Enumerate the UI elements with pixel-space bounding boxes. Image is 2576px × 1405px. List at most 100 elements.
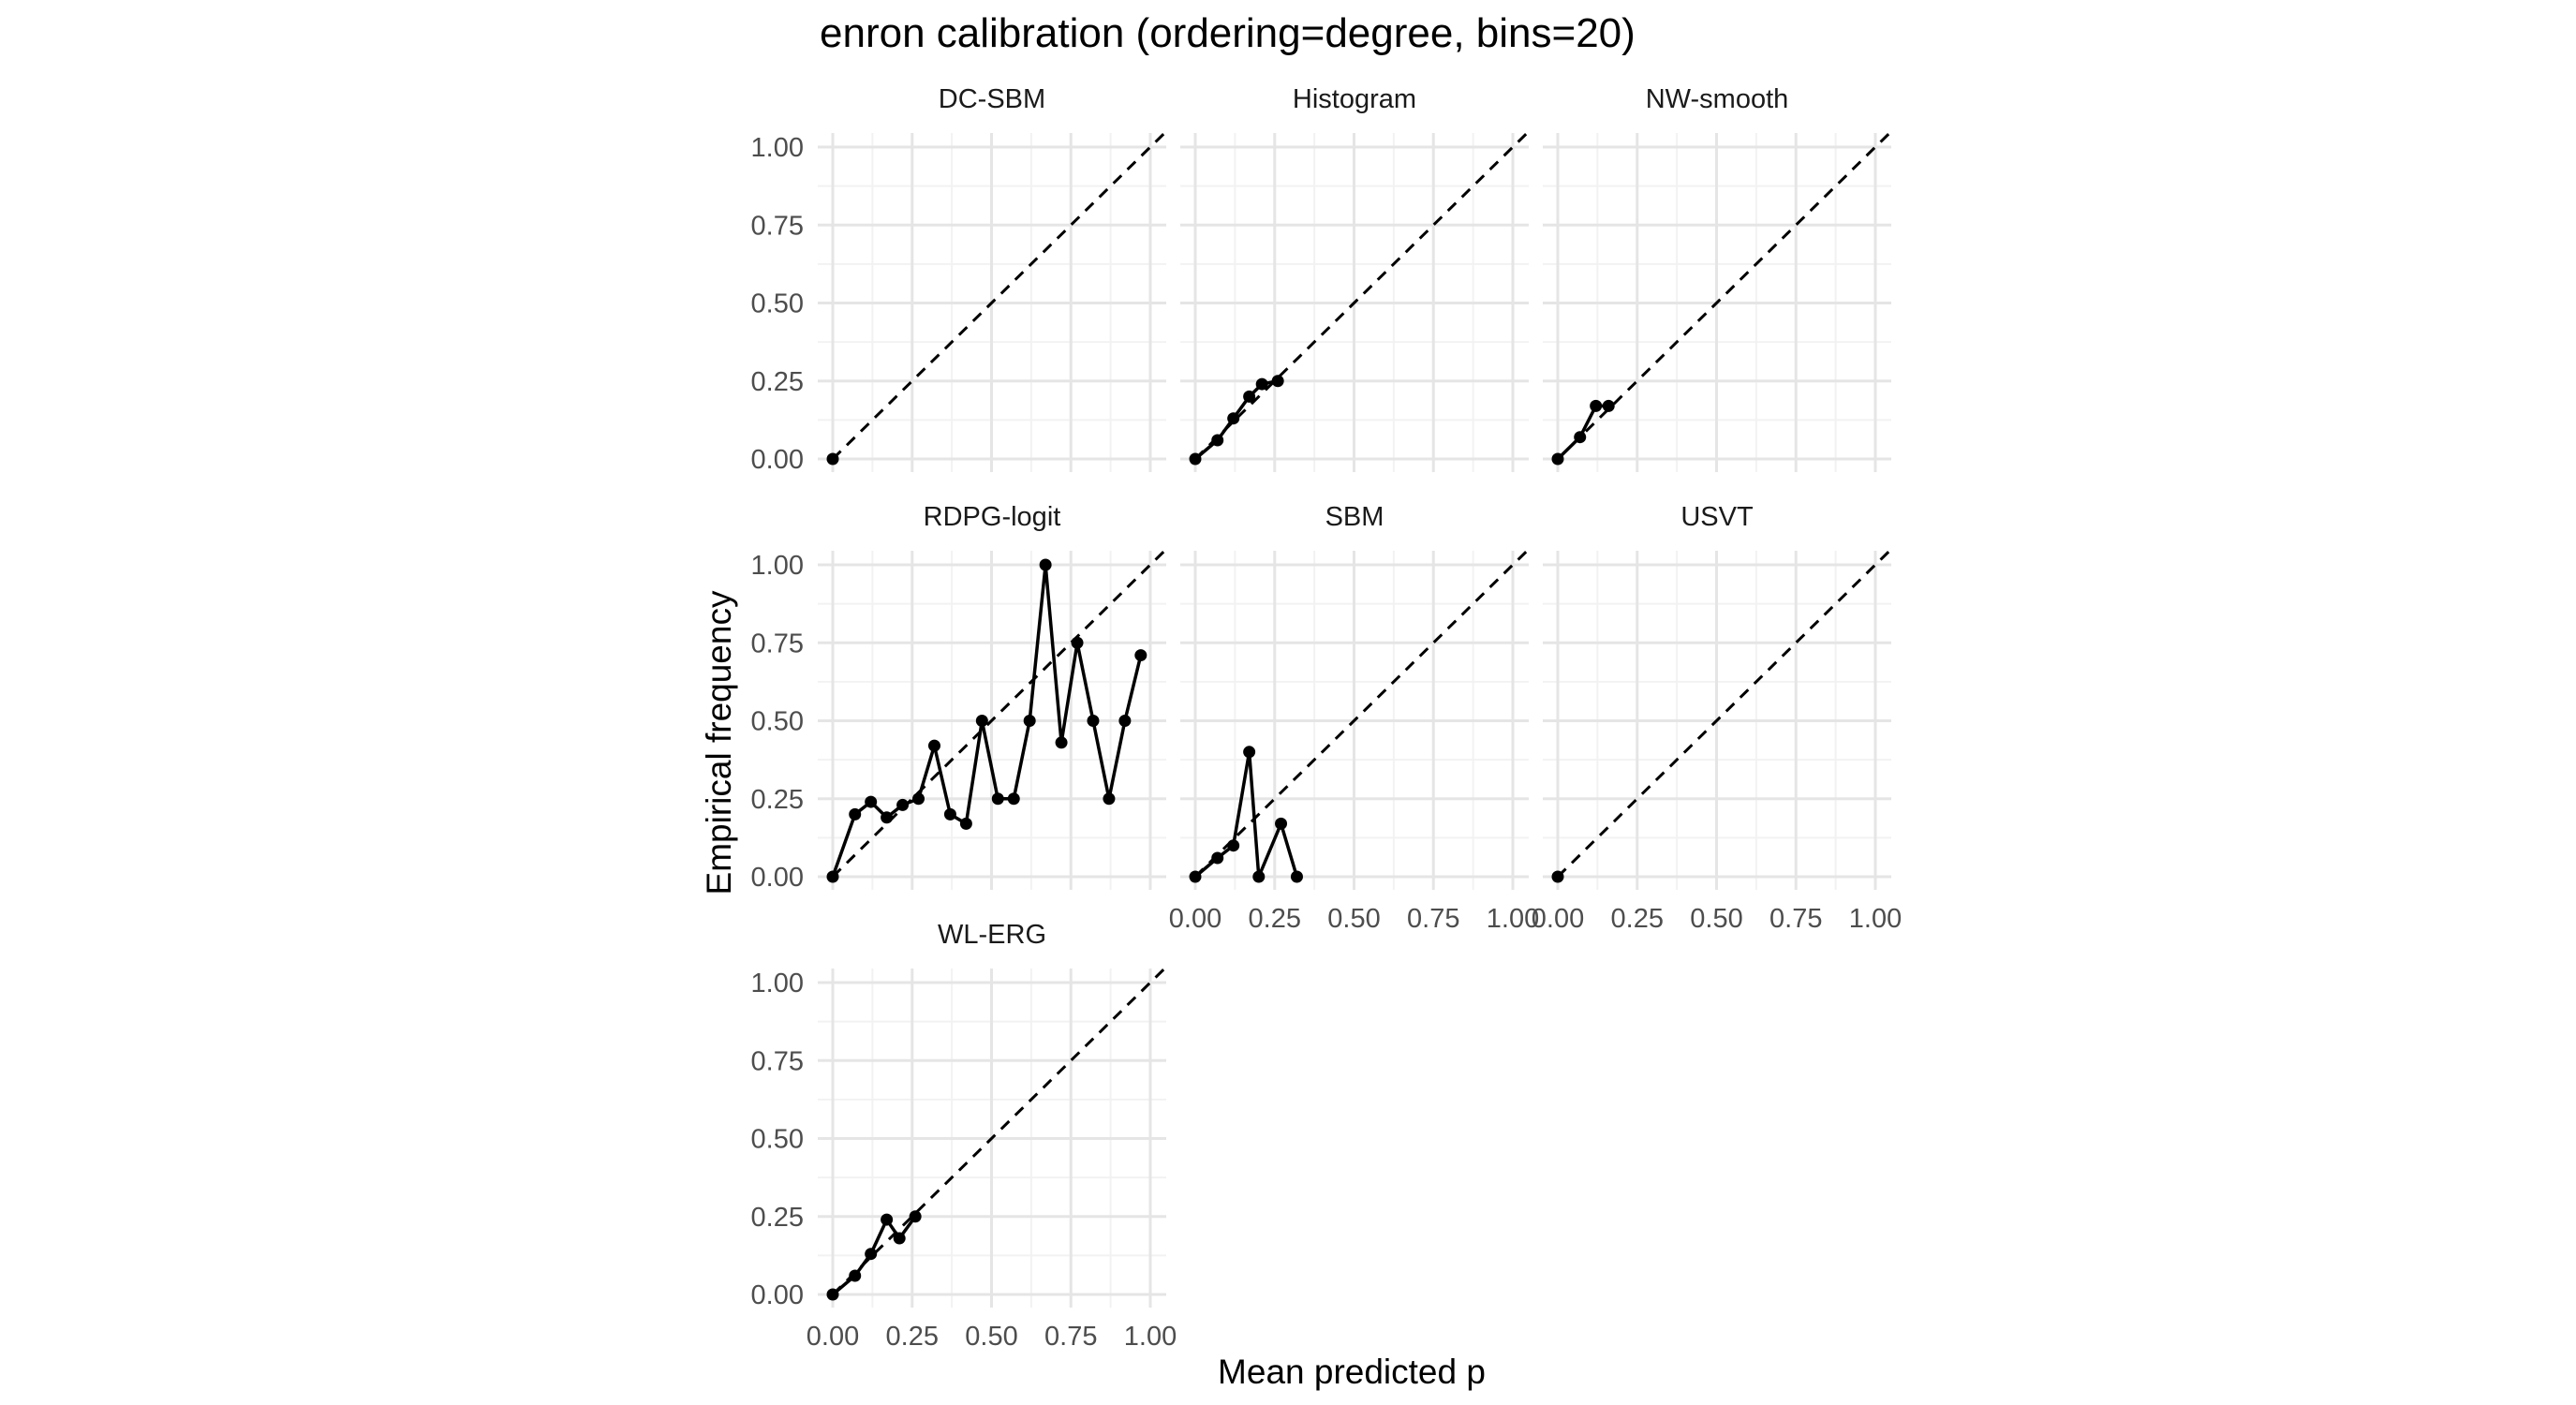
data-point [865,796,877,808]
data-point [827,871,839,883]
data-point [992,792,1004,805]
y-tick-label: 0.75 [751,211,804,241]
chart-title: enron calibration (ordering=degree, bins… [820,10,1636,56]
panel-title-sbm: SBM [1325,502,1384,532]
data-point [1190,453,1202,466]
data-point [1590,400,1602,412]
data-point [1118,715,1131,727]
x-axis-title: Mean predicted p [1218,1353,1486,1391]
x-tick-label: 0.50 [1690,904,1742,934]
data-point [1190,871,1202,883]
y-tick-label: 0.25 [751,1203,804,1233]
data-point [912,792,925,805]
panel-title-wl-erg: WL-ERG [938,920,1046,950]
y-tick-label: 0.00 [751,1280,804,1310]
data-point [1072,637,1084,649]
y-tick-label: 1.00 [751,551,804,581]
data-point [1087,715,1099,727]
data-point [1227,412,1239,424]
data-point [1024,715,1036,727]
panel-title-usvt: USVT [1680,502,1754,532]
x-tick-label: 0.00 [1169,904,1221,934]
y-axis-title: Empirical frequency [700,590,738,895]
reference-diagonal-line [833,131,1166,459]
data-point [1227,839,1239,851]
data-point [1040,559,1052,571]
y-tick-label: 0.50 [751,1125,804,1155]
data-point [1134,649,1147,661]
data-point [1211,852,1223,865]
data-point [827,1289,839,1301]
panel-title-rdpg-logit: RDPG-logit [924,502,1061,532]
y-tick-label: 0.00 [751,863,804,893]
x-tick-label: 0.75 [1769,904,1822,934]
data-point [1552,453,1564,466]
data-point [1056,736,1068,748]
data-point [1211,435,1223,447]
y-tick-label: 1.00 [751,969,804,998]
x-tick-label: 0.75 [1044,1322,1097,1352]
data-point [1603,400,1615,412]
reference-diagonal-line [833,549,1166,877]
data-point [1103,792,1115,805]
x-tick-label: 0.25 [886,1322,939,1352]
x-tick-label: 0.75 [1407,904,1459,934]
x-tick-label: 1.00 [1849,904,1902,934]
x-tick-label: 0.00 [807,1322,859,1352]
x-tick-label: 0.50 [965,1322,1017,1352]
data-point [894,1233,906,1245]
data-point [944,808,956,821]
data-point [1275,818,1287,830]
data-point [1243,746,1255,758]
data-point [849,808,861,821]
data-point [881,811,893,823]
calibration-line [1195,752,1296,877]
data-point [896,799,909,811]
reference-diagonal-line [1195,131,1529,459]
data-point [1243,391,1255,403]
y-tick-label: 0.75 [751,1046,804,1076]
panel-dc-sbm: DC-SBM 0.00 0.25 0.50 0.75 1.00 [751,84,1166,475]
panel-nw-smooth: NW-smooth [1543,84,1891,472]
data-point [849,1270,861,1282]
y-tick-label: 0.25 [751,785,804,815]
data-point [910,1210,922,1222]
data-point [1256,378,1268,391]
x-tick-label: 0.25 [1249,904,1301,934]
y-tick-label: 0.25 [751,367,804,397]
panel-title-nw-smooth: NW-smooth [1646,84,1789,114]
panel-sbm: SBM 0.00 0.25 0.50 0.75 1.00 [1169,502,1539,934]
reference-diagonal-line [1558,549,1891,877]
y-tick-label: 0.00 [751,445,804,475]
reference-diagonal-line [1195,549,1529,877]
y-tick-label: 0.50 [751,289,804,319]
x-tick-label: 1.00 [1124,1322,1177,1352]
data-point [976,715,988,727]
reference-diagonal-line [833,967,1166,1294]
y-tick-label: 0.75 [751,629,804,658]
panel-title-histogram: Histogram [1293,84,1416,114]
panel-histogram: Histogram [1180,84,1529,472]
data-point [1252,871,1265,883]
x-tick-label: 0.00 [1532,904,1584,934]
panel-rdpg-logit: RDPG-logit 0.00 0.25 0.50 0.75 1.00 [751,502,1166,893]
panel-wl-erg: WL-ERG 0.00 0.25 0.50 0.75 1.00 0.00 0.25 0.50 0.… [751,920,1177,1352]
data-point [865,1248,877,1260]
y-tick-label: 0.50 [751,707,804,737]
data-point [1552,871,1564,883]
data-point [881,1214,893,1226]
panel-title-dc-sbm: DC-SBM [939,84,1045,114]
data-point [1008,792,1020,805]
data-point [928,740,940,752]
x-tick-label: 0.50 [1327,904,1380,934]
x-tick-label: 0.25 [1611,904,1664,934]
facet-panels: DC-SBM 0.00 0.25 0.50 0.75 1.00 Histogram NW-sm… [751,84,1902,1352]
data-point [1272,375,1284,387]
data-point [1291,871,1303,883]
panel-usvt: USVT 0.00 0.25 0.50 0.75 1.00 [1532,502,1902,934]
y-tick-label: 1.00 [751,133,804,163]
data-point [827,453,839,466]
data-point [1574,431,1586,443]
data-point [960,818,972,830]
